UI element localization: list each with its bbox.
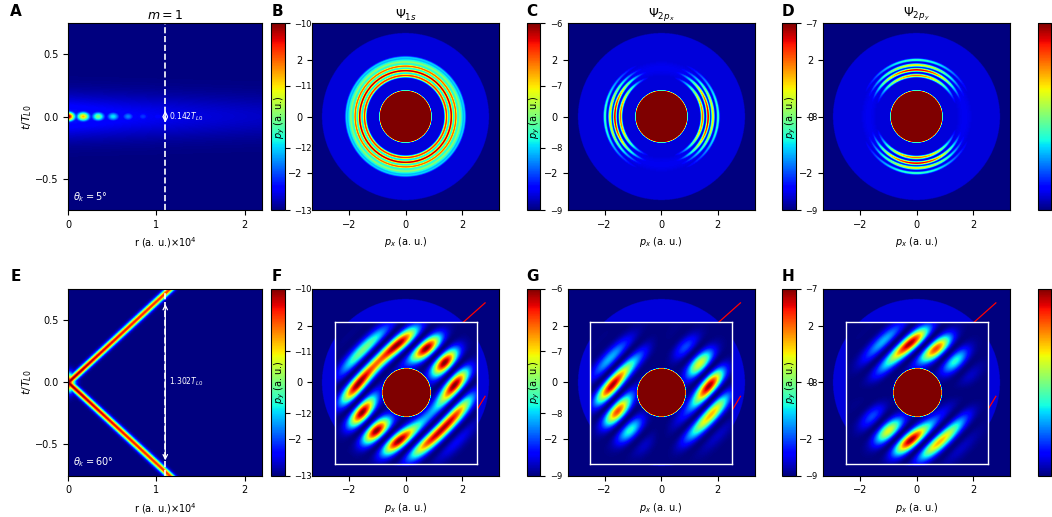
Text: E: E — [11, 269, 21, 284]
Text: A: A — [11, 4, 22, 19]
Title: $m = 1$: $m = 1$ — [147, 9, 183, 22]
Text: $1.302T_{L0}$: $1.302T_{L0}$ — [168, 376, 203, 388]
X-axis label: $p_x$ (a. u.): $p_x$ (a. u.) — [640, 235, 683, 250]
Text: $\theta_k=5°$: $\theta_k=5°$ — [73, 190, 107, 204]
Text: G: G — [527, 269, 539, 284]
X-axis label: $p_x$ (a. u.): $p_x$ (a. u.) — [640, 501, 683, 515]
Y-axis label: $p_y$ (a. u.): $p_y$ (a. u.) — [272, 95, 287, 139]
Text: $0.142T_{L0}$: $0.142T_{L0}$ — [168, 111, 203, 123]
Y-axis label: $p_y$ (a. u.): $p_y$ (a. u.) — [783, 360, 797, 404]
Y-axis label: $p_y$ (a. u.): $p_y$ (a. u.) — [272, 360, 287, 404]
X-axis label: r (a. u.)$\times10^4$: r (a. u.)$\times10^4$ — [134, 501, 197, 516]
X-axis label: $p_x$ (a. u.): $p_x$ (a. u.) — [384, 235, 428, 250]
Y-axis label: $t/T_{L0}$: $t/T_{L0}$ — [20, 369, 34, 395]
X-axis label: $p_x$ (a. u.): $p_x$ (a. u.) — [894, 501, 938, 515]
Title: $\Psi_{2p_y}$: $\Psi_{2p_y}$ — [904, 6, 930, 23]
Text: F: F — [271, 269, 282, 284]
Title: $\Psi_{2p_x}$: $\Psi_{2p_x}$ — [648, 6, 674, 23]
Text: $\theta_k=60°$: $\theta_k=60°$ — [73, 455, 114, 469]
Text: H: H — [782, 269, 794, 284]
X-axis label: $p_x$ (a. u.): $p_x$ (a. u.) — [894, 235, 938, 250]
Text: B: B — [271, 4, 283, 19]
Y-axis label: $p_y$ (a. u.): $p_y$ (a. u.) — [783, 95, 797, 139]
Y-axis label: $p_y$ (a. u.): $p_y$ (a. u.) — [528, 95, 542, 139]
X-axis label: r (a. u.)$\times10^4$: r (a. u.)$\times10^4$ — [134, 235, 197, 250]
Text: D: D — [782, 4, 794, 19]
X-axis label: $p_x$ (a. u.): $p_x$ (a. u.) — [384, 501, 428, 515]
Y-axis label: $t/T_{L0}$: $t/T_{L0}$ — [20, 104, 34, 130]
Y-axis label: $p_y$ (a. u.): $p_y$ (a. u.) — [528, 360, 542, 404]
Title: $\Psi_{1s}$: $\Psi_{1s}$ — [394, 8, 417, 23]
Text: C: C — [527, 4, 538, 19]
